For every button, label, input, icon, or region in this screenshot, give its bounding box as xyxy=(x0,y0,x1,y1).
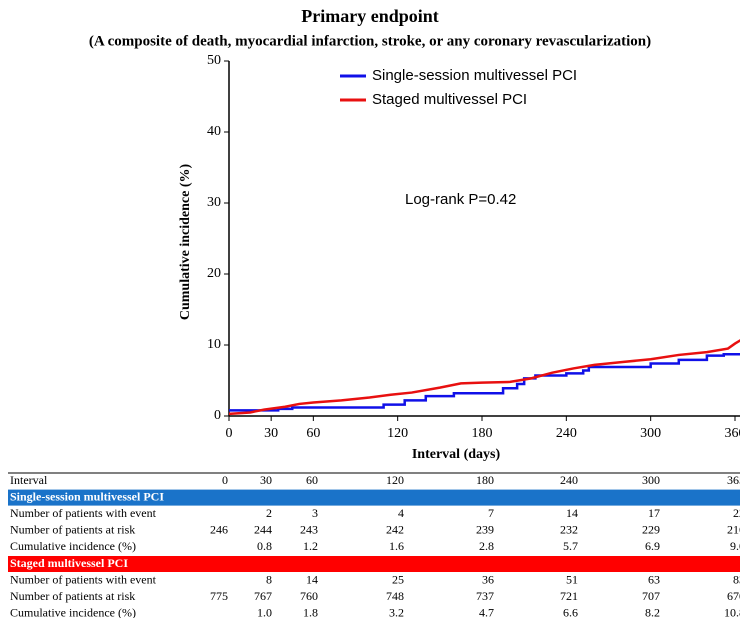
table-cell: 216 xyxy=(727,523,740,537)
table-cell: 4 xyxy=(398,506,404,520)
series-line xyxy=(228,339,740,416)
table-header: Interval xyxy=(10,473,48,487)
row-label: Cumulative incidence (%) xyxy=(10,539,136,553)
x-tick-label: 180 xyxy=(472,426,493,441)
table-header-cell: 120 xyxy=(386,473,404,487)
table-cell: 17 xyxy=(648,506,660,520)
group-title: Staged multivessel PCI xyxy=(10,556,128,570)
table-cell: 748 xyxy=(386,589,404,603)
table-cell: 707 xyxy=(642,589,660,603)
table-cell: 246 xyxy=(210,523,228,537)
table-cell: 737 xyxy=(476,589,494,603)
row-label: Number of patients with event xyxy=(10,572,157,586)
group-title: Single-session multivessel PCI xyxy=(10,489,164,503)
y-tick-label: 30 xyxy=(207,195,221,210)
table-header-cell: 30 xyxy=(260,473,272,487)
table-header-cell: 300 xyxy=(642,473,660,487)
table-cell: 8 xyxy=(266,572,272,586)
table-cell: 243 xyxy=(300,523,318,537)
table-cell: 10.8 xyxy=(724,606,740,618)
table-cell: 25 xyxy=(392,572,404,586)
table-cell: 3 xyxy=(312,506,318,520)
y-tick-label: 10 xyxy=(207,337,221,352)
x-axis-label: Interval (days) xyxy=(412,447,501,462)
table-cell: 8.2 xyxy=(645,606,660,618)
y-tick-label: 20 xyxy=(207,266,221,281)
group-band xyxy=(8,489,740,506)
y-tick-label: 50 xyxy=(207,53,221,68)
row-label: Cumulative incidence (%) xyxy=(10,606,136,618)
table-cell: 51 xyxy=(566,572,578,586)
table-cell: 244 xyxy=(254,523,272,537)
chart-title: Primary endpoint xyxy=(301,6,439,26)
table-cell: 1.2 xyxy=(303,539,318,553)
table-cell: 4.7 xyxy=(479,606,494,618)
table-cell: 760 xyxy=(300,589,318,603)
chart-subtitle: (A composite of death, myocardial infarc… xyxy=(89,33,651,49)
table-cell: 775 xyxy=(210,589,228,603)
table-cell: 721 xyxy=(560,589,578,603)
table-cell: 63 xyxy=(648,572,660,586)
table-header-cell: 365 xyxy=(727,473,740,487)
table-cell: 0.8 xyxy=(257,539,272,553)
table-cell: 9.0 xyxy=(730,539,740,553)
table-cell: 83 xyxy=(733,572,740,586)
table-header-cell: 240 xyxy=(560,473,578,487)
table-cell: 242 xyxy=(386,523,404,537)
y-tick-label: 40 xyxy=(207,124,221,139)
table-cell: 3.2 xyxy=(389,606,404,618)
table-cell: 767 xyxy=(254,589,272,603)
table-header-cell: 180 xyxy=(476,473,494,487)
x-tick-label: 300 xyxy=(640,426,661,441)
row-label: Number of patients with event xyxy=(10,506,157,520)
legend-label: Staged multivessel PCI xyxy=(372,91,527,108)
table-cell: 229 xyxy=(642,523,660,537)
table-cell: 6.9 xyxy=(645,539,660,553)
x-tick-label: 30 xyxy=(264,426,278,441)
row-label: Number of patients at risk xyxy=(10,523,135,537)
group-band xyxy=(8,556,740,572)
x-tick-label: 240 xyxy=(556,426,577,441)
x-tick-label: 120 xyxy=(387,426,408,441)
table-cell: 6.6 xyxy=(563,606,578,618)
table-cell: 14 xyxy=(306,572,318,586)
table-cell: 36 xyxy=(482,572,494,586)
table-cell: 2 xyxy=(266,506,272,520)
table-cell: 22 xyxy=(733,506,740,520)
table-cell: 239 xyxy=(476,523,494,537)
x-tick-label: 60 xyxy=(306,426,320,441)
series-line xyxy=(229,352,740,412)
table-cell: 232 xyxy=(560,523,578,537)
legend-label: Single-session multivessel PCI xyxy=(372,67,577,84)
annotation: Log-rank P=0.42 xyxy=(405,191,516,208)
table-header-cell: 60 xyxy=(306,473,318,487)
table-cell: 1.6 xyxy=(389,539,404,553)
table-cell: 5.7 xyxy=(563,539,578,553)
x-tick-label: 360 xyxy=(725,426,740,441)
table-header-cell: 0 xyxy=(222,473,228,487)
y-axis-label: Cumulative incidence (%) xyxy=(178,164,193,321)
table-cell: 1.0 xyxy=(257,606,272,618)
table-cell: 670 xyxy=(727,589,740,603)
table-cell: 2.8 xyxy=(479,539,494,553)
table-cell: 1.8 xyxy=(303,606,318,618)
row-label: Number of patients at risk xyxy=(10,589,135,603)
table-cell: 7 xyxy=(488,506,494,520)
x-tick-label: 0 xyxy=(226,426,233,441)
table-cell: 14 xyxy=(566,506,578,520)
y-tick-label: 0 xyxy=(214,408,221,423)
